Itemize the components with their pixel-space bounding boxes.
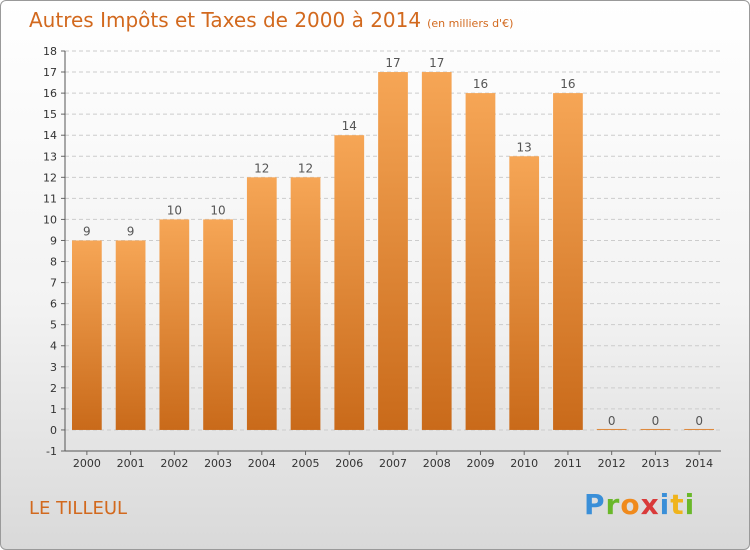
- x-tick-label: 2007: [379, 457, 407, 470]
- brand-letter: t: [670, 488, 685, 521]
- y-tick-label: 10: [43, 213, 57, 226]
- data-label: 16: [560, 77, 575, 91]
- y-tick-label: 11: [43, 192, 57, 205]
- data-label: 12: [298, 161, 313, 175]
- x-tick-label: 2005: [292, 457, 320, 470]
- data-label: 12: [254, 161, 269, 175]
- data-label: 17: [429, 56, 444, 70]
- y-tick-label: 8: [50, 256, 57, 269]
- y-tick-label: 9: [50, 234, 57, 247]
- brand-letter: x: [640, 488, 660, 521]
- x-tick-label: 2014: [685, 457, 713, 470]
- y-tick-label: 4: [50, 340, 57, 353]
- x-tick-label: 2006: [335, 457, 363, 470]
- data-label: 0: [652, 414, 660, 428]
- y-tick-label: 1: [50, 403, 57, 416]
- y-tick-label: 5: [50, 319, 57, 332]
- bar: [290, 177, 321, 430]
- brand-letter: i: [684, 488, 696, 521]
- unit-note: (en milliers d'€): [427, 17, 514, 30]
- x-tick-label: 2002: [160, 457, 188, 470]
- x-tick-label: 2012: [598, 457, 626, 470]
- bar: [421, 72, 452, 430]
- y-tick-label: 15: [43, 108, 57, 121]
- location-label: LE TILLEUL: [29, 498, 128, 519]
- x-tick-label: 2004: [248, 457, 276, 470]
- bar: [246, 177, 277, 430]
- bar: [465, 93, 496, 430]
- data-label: 17: [385, 56, 400, 70]
- data-label: 0: [695, 414, 703, 428]
- bar: [334, 135, 365, 430]
- bar: [640, 428, 671, 430]
- x-tick-label: 2009: [466, 457, 494, 470]
- bar: [115, 240, 146, 430]
- y-tick-label: 14: [43, 129, 57, 142]
- brand-logo: Proxiti: [584, 488, 695, 521]
- brand-letter: o: [620, 488, 641, 521]
- data-label: 9: [83, 224, 91, 238]
- x-tick-label: 2001: [117, 457, 145, 470]
- x-tick-label: 2011: [554, 457, 582, 470]
- y-tick-label: 6: [50, 298, 57, 311]
- data-label: 10: [167, 203, 182, 217]
- data-label: 0: [608, 414, 616, 428]
- brand-letter: P: [584, 488, 606, 521]
- data-label: 13: [517, 140, 532, 154]
- x-tick-label: 2010: [510, 457, 538, 470]
- bar: [596, 428, 627, 430]
- data-label: 14: [342, 119, 357, 133]
- data-label: 16: [473, 77, 488, 91]
- bar: [71, 240, 102, 430]
- y-tick-label: 0: [50, 424, 57, 437]
- chart-title-text: Autres Impôts et Taxes de 2000 à 2014: [29, 8, 422, 32]
- y-tick-label: 18: [43, 45, 57, 58]
- x-tick-label: 2000: [73, 457, 101, 470]
- bar: [159, 219, 190, 430]
- y-tick-label: 13: [43, 150, 57, 163]
- data-label: 9: [127, 224, 135, 238]
- y-tick-label: 7: [50, 277, 57, 290]
- bar: [378, 72, 408, 430]
- y-tick-label: 2: [50, 382, 57, 395]
- y-tick-label: 16: [43, 87, 57, 100]
- brand-letter: r: [605, 488, 621, 521]
- x-tick-label: 2003: [204, 457, 232, 470]
- bar: [553, 93, 583, 430]
- x-tick-label: 2013: [641, 457, 669, 470]
- brand-letter: i: [659, 488, 671, 521]
- bar: [684, 428, 715, 430]
- bar: [203, 219, 233, 430]
- x-tick-label: 2008: [423, 457, 451, 470]
- bar: [509, 156, 540, 430]
- data-label: 10: [210, 203, 225, 217]
- y-tick-label: 3: [50, 361, 57, 374]
- y-tick-label: 17: [43, 66, 57, 79]
- y-tick-label: -1: [46, 445, 57, 458]
- chart-title: Autres Impôts et Taxes de 2000 à 2014 (en…: [29, 8, 513, 32]
- y-tick-label: 12: [43, 171, 57, 184]
